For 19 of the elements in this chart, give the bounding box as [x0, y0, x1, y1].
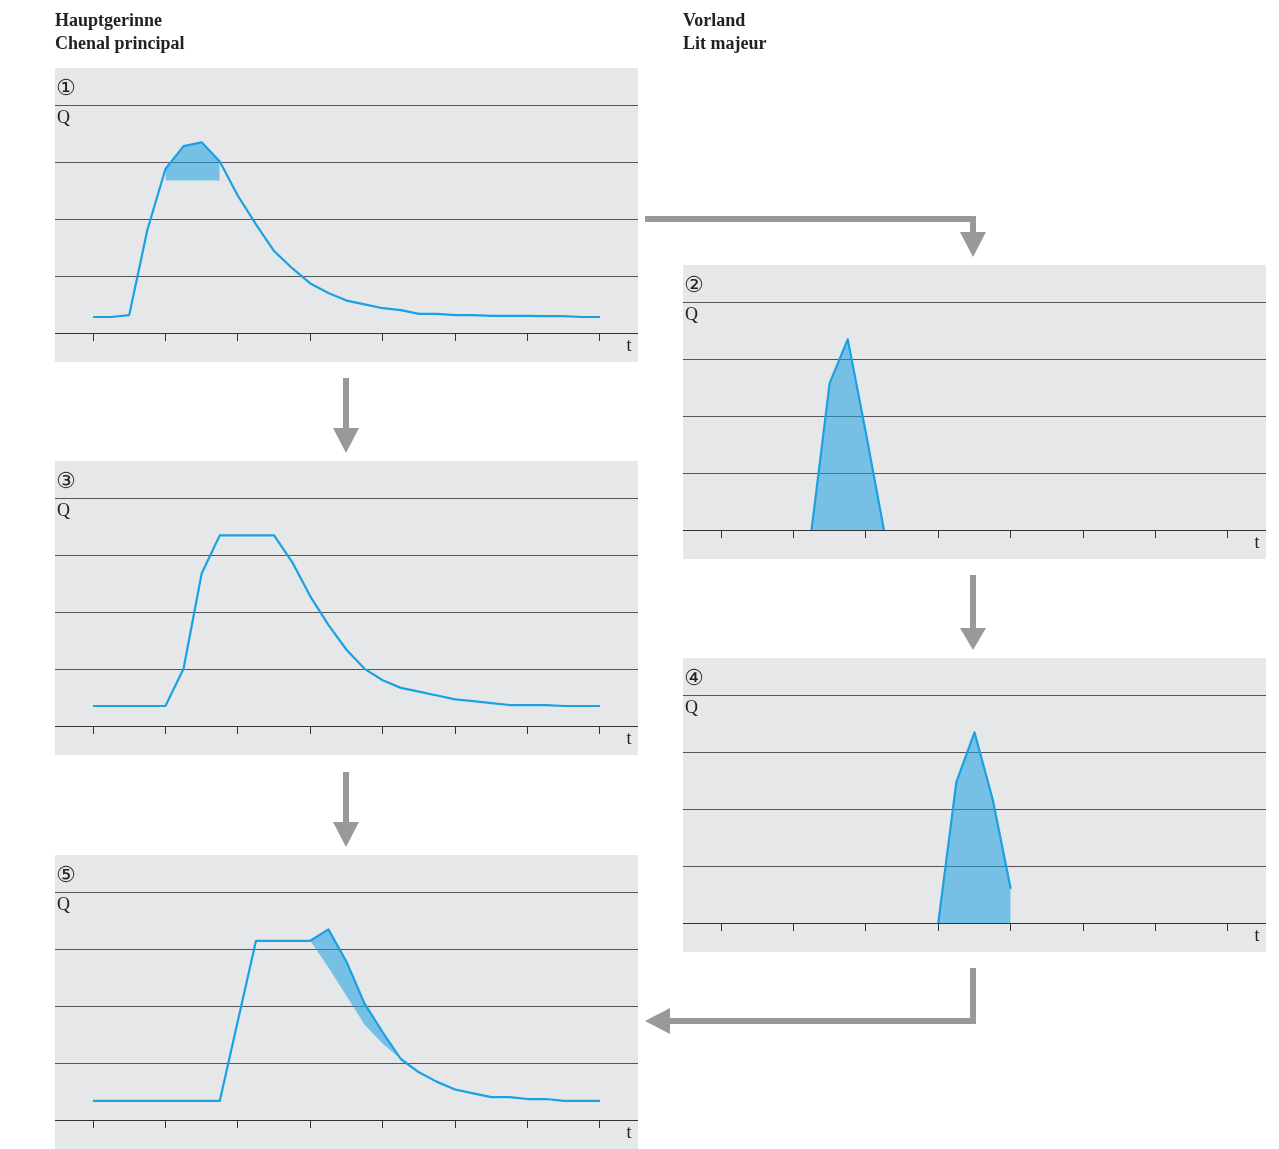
y-axis-title: Q — [685, 697, 698, 717]
y-axis-title: Q — [57, 500, 70, 520]
text: Hauptgerinne — [55, 9, 163, 32]
x-axis-title: t — [626, 335, 632, 355]
chart-title: ⑤ — [56, 862, 76, 887]
chart-title: ③ — [56, 468, 76, 493]
x-axis-title: t — [1254, 532, 1260, 552]
x-axis-title: t — [626, 1122, 632, 1142]
text: Lit majeur — [683, 32, 767, 55]
text: Chenal principal — [55, 32, 185, 55]
chart-title: ④ — [684, 665, 704, 690]
chart-title: ② — [684, 272, 704, 297]
text: Vorland — [683, 9, 747, 32]
x-axis-title: t — [626, 728, 632, 748]
x-axis-title: t — [1254, 925, 1260, 945]
chart-title: ① — [56, 75, 76, 100]
y-axis-title: Q — [57, 107, 70, 127]
y-axis-title: Q — [685, 304, 698, 324]
y-axis-title: Q — [57, 894, 70, 914]
